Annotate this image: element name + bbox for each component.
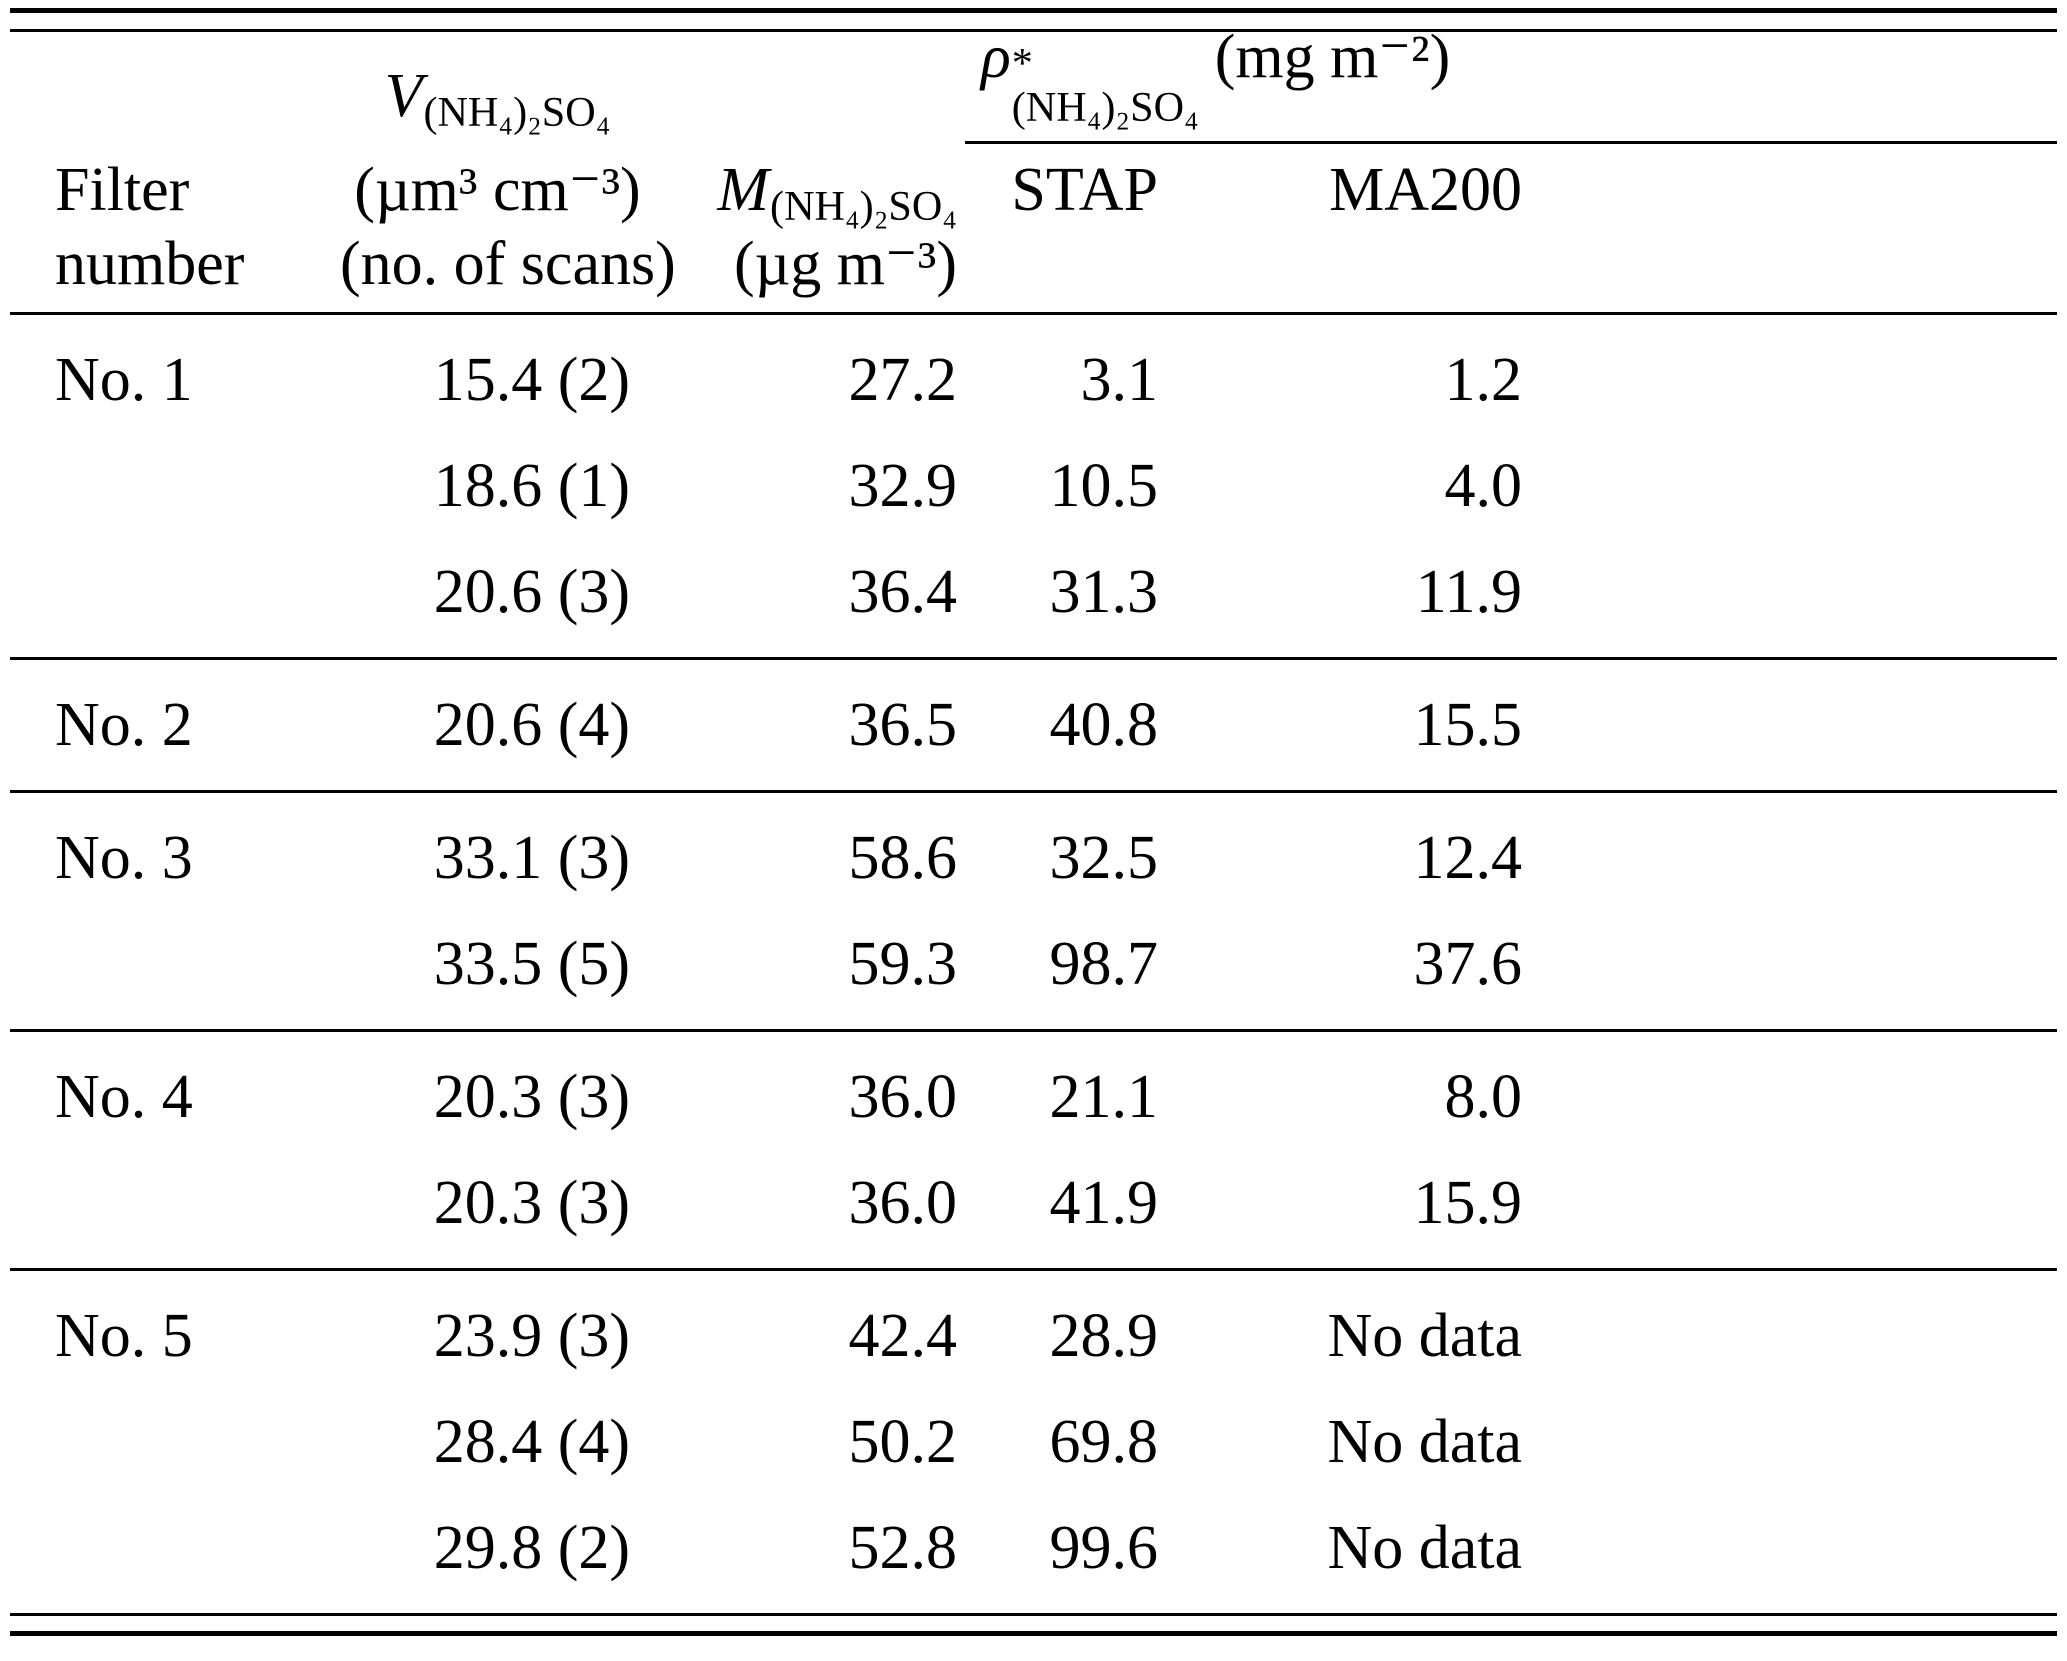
cell-filter: No. 5: [55, 1301, 193, 1370]
cell-ma200: 8.0: [1444, 1062, 1523, 1131]
cell-ma200: 12.4: [1413, 823, 1523, 892]
v-symbol: V: [384, 61, 423, 130]
cell-v: 33.5 (5): [433, 929, 630, 998]
cell-v: 20.6 (4): [433, 690, 630, 759]
table-row: 20.6 (3) 36.4 31.3 11.9: [10, 539, 2057, 645]
cell-v: 23.9 (3): [433, 1301, 630, 1370]
cell-filter: No. 4: [55, 1062, 193, 1131]
cell-ma200: 37.6: [1413, 929, 1523, 998]
header-rho-span: ρ * (NH₄)₂SO₄ (mg m⁻²): [965, 23, 2057, 144]
cell-ma200: No data: [1327, 1301, 1522, 1370]
cell-v: 18.6 (1): [433, 451, 630, 520]
rho-symbol: ρ: [981, 22, 1011, 91]
cell-stap: 32.5: [1049, 823, 1159, 892]
cell-m: 36.0: [848, 1168, 958, 1237]
cell-m: 27.2: [848, 345, 958, 414]
cell-m: 50.2: [848, 1407, 958, 1476]
cell-stap: 98.7: [1049, 929, 1159, 998]
header-filter-line2: number: [55, 229, 245, 298]
table-row: 18.6 (1) 32.9 10.5 4.0: [10, 433, 2057, 539]
cell-stap: 31.3: [1049, 557, 1159, 626]
cell-filter: No. 2: [55, 690, 193, 759]
table-header: V(NH₄)₂SO₄ ρ * (NH₄)₂SO₄ (mg m⁻²) Filter (µ…: [10, 23, 2057, 312]
cell-m: 36.5: [848, 690, 958, 759]
cell-m: 59.3: [848, 929, 958, 998]
table-top-rule-outer: [10, 8, 2057, 13]
cell-v: 20.3 (3): [433, 1168, 630, 1237]
table-row: 20.3 (3) 36.0 41.9 15.9: [10, 1150, 2057, 1256]
table-row: No. 1 15.4 (2) 27.2 3.1 1.2: [10, 327, 2057, 433]
table-bottom-rule-outer: [10, 1631, 2057, 1636]
table-bottom-rule-inner: [10, 1613, 2057, 1616]
cell-ma200: No data: [1327, 1513, 1522, 1582]
cell-filter: No. 3: [55, 823, 193, 892]
cell-m: 36.0: [848, 1062, 958, 1131]
table-row: No. 3 33.1 (3) 58.6 32.5 12.4: [10, 805, 2057, 911]
cell-ma200: 11.9: [1415, 557, 1522, 626]
cell-v: 29.8 (2): [433, 1513, 630, 1582]
cell-ma200: 4.0: [1444, 451, 1523, 520]
cell-stap: 28.9: [1049, 1301, 1159, 1370]
header-stap: STAP: [1011, 155, 1158, 224]
table-group: No. 4 20.3 (3) 36.0 21.1 8.0 20.3 (3) 36.0 41.9…: [10, 1029, 2057, 1268]
cell-m: 58.6: [848, 823, 958, 892]
table-row: 33.5 (5) 59.3 98.7 37.6: [10, 911, 2057, 1017]
table-row: 28.4 (4) 50.2 69.8 No data: [10, 1389, 2057, 1495]
table-row: No. 5 23.9 (3) 42.4 28.9 No data: [10, 1283, 2057, 1389]
header-m-symbol: M(NH₄)₂SO₄: [655, 155, 965, 230]
cell-m: 42.4: [848, 1301, 958, 1370]
cell-v: 33.1 (3): [433, 823, 630, 892]
table-top-rule-inner: [10, 29, 2057, 32]
m-subscript: (NH₄)₂SO₄: [770, 182, 957, 230]
table-row: No. 2 20.6 (4) 36.5 40.8 15.5: [10, 672, 2057, 778]
table-group: No. 5 23.9 (3) 42.4 28.9 No data 28.4 (4) 50.2…: [10, 1268, 2057, 1613]
cell-stap: 41.9: [1049, 1168, 1159, 1237]
table-group: No. 2 20.6 (4) 36.5 40.8 15.5: [10, 657, 2057, 790]
cell-stap: 99.6: [1049, 1513, 1159, 1582]
cell-stap: 3.1: [1080, 345, 1159, 414]
cell-filter: No. 1: [55, 345, 193, 414]
cell-ma200: 15.9: [1413, 1168, 1523, 1237]
header-v-unit: (µm³ cm⁻³): [354, 155, 641, 224]
header-ma200: MA200: [1329, 155, 1522, 224]
rho-superscript: *: [1011, 39, 1033, 87]
cell-m: 32.9: [848, 451, 958, 520]
header-bottom-rule: [10, 312, 2057, 315]
v-subscript: (NH₄)₂SO₄: [423, 88, 611, 136]
cell-stap: 40.8: [1049, 690, 1159, 759]
table-row: 29.8 (2) 52.8 99.6 No data: [10, 1495, 2057, 1601]
rho-unit: (mg m⁻²): [1214, 22, 1451, 91]
cell-ma200: 15.5: [1413, 690, 1523, 759]
cell-v: 15.4 (2): [433, 345, 630, 414]
table-group: No. 1 15.4 (2) 27.2 3.1 1.2 18.6 (1) 32.9 10.5 4…: [10, 315, 2057, 657]
table-body: No. 1 15.4 (2) 27.2 3.1 1.2 18.6 (1) 32.9 10.5 4…: [10, 315, 2057, 1613]
cell-v: 20.3 (3): [433, 1062, 630, 1131]
cell-stap: 21.1: [1049, 1062, 1159, 1131]
header-filter-line1: Filter: [55, 155, 190, 224]
cell-v: 28.4 (4): [433, 1407, 630, 1476]
cell-m: 36.4: [848, 557, 958, 626]
table-bottom-rule-gap: [10, 1616, 2057, 1631]
cell-v: 20.6 (3): [433, 557, 630, 626]
cell-ma200: No data: [1327, 1407, 1522, 1476]
header-m-unit: (µg m⁻³): [733, 229, 957, 298]
cell-stap: 69.8: [1049, 1407, 1159, 1476]
cell-m: 52.8: [848, 1513, 958, 1582]
cell-ma200: 1.2: [1444, 345, 1523, 414]
rho-subscript: (NH₄)₂SO₄: [1011, 83, 1199, 131]
table-row: No. 4 20.3 (3) 36.0 21.1 8.0: [10, 1044, 2057, 1150]
rho-supsub: * (NH₄)₂SO₄: [1011, 39, 1199, 131]
header-v-scans: (no. of scans): [340, 229, 676, 298]
header-v-symbol: V(NH₄)₂SO₄: [340, 62, 655, 144]
m-symbol: M: [717, 155, 770, 224]
table-group: No. 3 33.1 (3) 58.6 32.5 12.4 33.5 (5) 59.3 98.…: [10, 790, 2057, 1029]
cell-stap: 10.5: [1049, 451, 1159, 520]
